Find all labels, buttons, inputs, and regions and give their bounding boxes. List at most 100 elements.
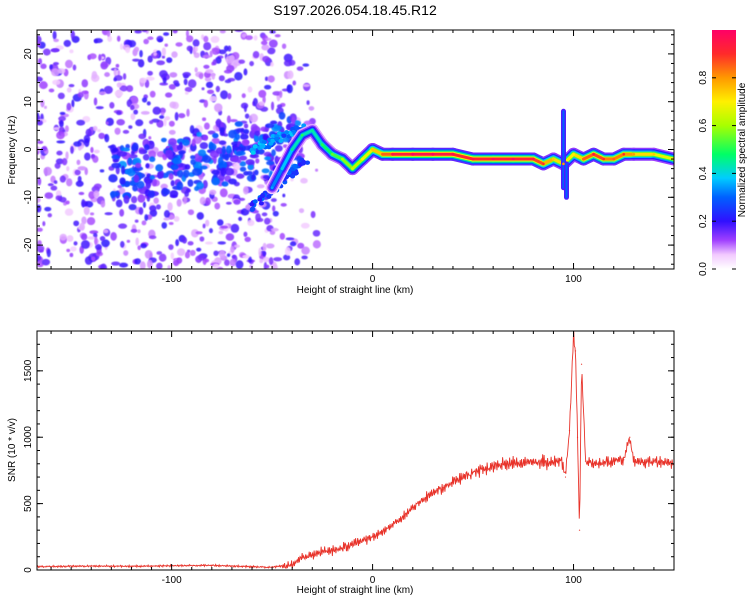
spectrogram-scatter-layer bbox=[37, 30, 321, 269]
ridge-point bbox=[471, 157, 475, 161]
noise-blob bbox=[41, 258, 51, 266]
noise-blob bbox=[159, 70, 168, 78]
noise-blob bbox=[272, 91, 282, 96]
noise-blob bbox=[184, 164, 191, 170]
noise-blob bbox=[77, 166, 87, 171]
snr-line-layer bbox=[37, 331, 674, 570]
ridge-point bbox=[542, 162, 545, 166]
noise-blob bbox=[139, 261, 146, 269]
noise-blob bbox=[146, 195, 151, 202]
noise-blob bbox=[208, 228, 213, 234]
noise-blob bbox=[55, 195, 62, 201]
noise-blob bbox=[264, 217, 271, 225]
noise-blob bbox=[259, 258, 264, 264]
noise-blob bbox=[116, 110, 122, 116]
ridge-point bbox=[290, 148, 294, 151]
noise-blob bbox=[225, 145, 232, 154]
noise-blob bbox=[230, 245, 235, 253]
noise-blob bbox=[244, 113, 250, 119]
noise-blob bbox=[196, 212, 204, 220]
noise-blob bbox=[149, 205, 157, 212]
snr-data-point bbox=[560, 459, 563, 461]
noise-blob bbox=[216, 219, 224, 226]
colorbar-tick-label: 0.4 bbox=[698, 166, 709, 180]
ridge-segment bbox=[612, 152, 626, 161]
noise-blob bbox=[301, 159, 307, 165]
noise-blob bbox=[100, 200, 106, 208]
noise-blob bbox=[95, 244, 102, 250]
noise-blob bbox=[200, 165, 208, 170]
noise-blob bbox=[283, 254, 291, 261]
noise-blob bbox=[43, 105, 47, 110]
snr-panel: -100 0 100 0 500 1000 1500 Height of straight… bbox=[7, 330, 675, 596]
noise-blob bbox=[243, 231, 248, 238]
noise-blob bbox=[194, 46, 198, 52]
noise-blob bbox=[211, 177, 220, 186]
noise-blob bbox=[117, 184, 123, 189]
noise-blob bbox=[286, 170, 292, 176]
noise-blob bbox=[268, 257, 274, 265]
noise-blob bbox=[80, 233, 88, 241]
noise-blob bbox=[229, 156, 239, 162]
noise-blob bbox=[118, 223, 128, 229]
noise-blob bbox=[135, 237, 139, 246]
snr-data-point bbox=[603, 461, 605, 464]
noise-blob bbox=[187, 179, 194, 187]
noise-blob bbox=[116, 82, 122, 88]
noise-blob bbox=[281, 43, 287, 49]
noise-blob bbox=[86, 217, 96, 226]
noise-blob bbox=[159, 115, 165, 119]
noise-blob bbox=[95, 106, 104, 110]
spectrogram-ridge-layer bbox=[265, 108, 674, 200]
noise-blob bbox=[238, 155, 248, 161]
noise-blob bbox=[59, 196, 67, 203]
noise-blob bbox=[53, 127, 61, 131]
colorbar-gradient bbox=[712, 30, 736, 269]
noise-blob bbox=[149, 156, 156, 163]
noise-blob bbox=[173, 80, 179, 85]
snr-y-tick-label: 1500 bbox=[23, 359, 34, 382]
noise-blob bbox=[272, 210, 279, 217]
noise-blob bbox=[93, 149, 100, 154]
noise-blob bbox=[137, 59, 145, 68]
noise-blob bbox=[48, 88, 55, 93]
noise-blob bbox=[117, 69, 121, 77]
noise-blob bbox=[225, 201, 232, 205]
noise-blob bbox=[53, 180, 58, 185]
noise-blob bbox=[264, 76, 269, 82]
noise-blob bbox=[212, 132, 219, 139]
noise-blob bbox=[238, 216, 243, 222]
noise-blob bbox=[137, 245, 141, 251]
noise-blob bbox=[160, 183, 168, 190]
noise-blob bbox=[148, 235, 157, 240]
noise-blob bbox=[213, 250, 219, 257]
noise-blob bbox=[234, 166, 240, 170]
noise-blob bbox=[205, 69, 214, 74]
noise-blob bbox=[283, 53, 293, 63]
ridge-segment bbox=[280, 148, 294, 171]
snr-data-point bbox=[321, 550, 323, 553]
noise-blob bbox=[130, 113, 136, 121]
snr-data-point bbox=[629, 436, 631, 438]
noise-blob bbox=[176, 248, 186, 257]
spectrogram-y-label: Frequency (Hz) bbox=[7, 116, 18, 185]
noise-blob bbox=[134, 30, 142, 34]
noise-blob bbox=[198, 72, 204, 80]
noise-blob bbox=[141, 97, 148, 103]
snr-x-label: Height of straight line (km) bbox=[297, 585, 414, 596]
noise-blob bbox=[294, 258, 301, 266]
noise-blob bbox=[194, 67, 198, 73]
noise-blob bbox=[185, 188, 191, 193]
noise-blob bbox=[73, 241, 78, 246]
snr-data-point bbox=[580, 363, 583, 365]
noise-blob bbox=[261, 44, 270, 51]
noise-blob bbox=[103, 85, 113, 94]
noise-blob bbox=[226, 253, 231, 257]
noise-blob bbox=[149, 175, 156, 180]
noise-blob bbox=[119, 43, 124, 50]
noise-blob bbox=[156, 60, 166, 66]
noise-blob bbox=[147, 70, 153, 76]
noise-blob bbox=[176, 257, 183, 264]
ridge-point bbox=[562, 162, 565, 166]
noise-blob bbox=[93, 183, 102, 190]
